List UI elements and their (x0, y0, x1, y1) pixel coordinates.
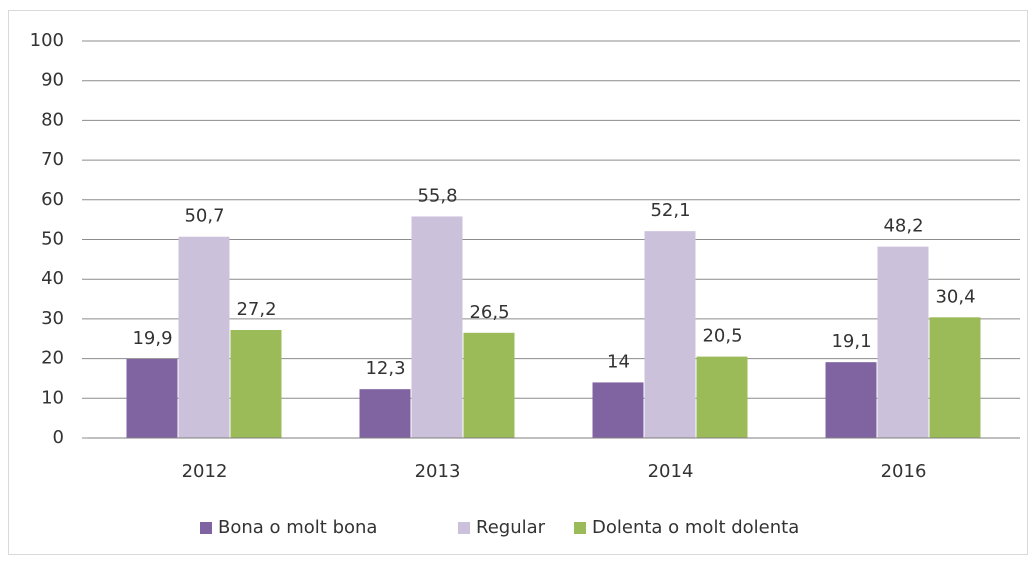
legend-swatch (200, 522, 212, 534)
x-tick-label: 2012 (182, 461, 228, 482)
bar (411, 216, 463, 438)
bar (644, 231, 696, 438)
bar (929, 317, 981, 438)
data-label: 12,3 (365, 358, 405, 379)
chart-border (8, 10, 1028, 555)
y-tick-label: 20 (41, 348, 64, 369)
y-tick-label: 50 (41, 229, 64, 250)
data-label: 19,1 (831, 331, 871, 352)
data-label: 27,2 (236, 299, 276, 320)
y-tick-label: 40 (41, 268, 64, 289)
bar (230, 330, 282, 438)
legend-swatch (458, 522, 470, 534)
bar (592, 382, 644, 438)
legend-label: Regular (476, 517, 546, 538)
data-label: 30,4 (935, 286, 975, 307)
bar (825, 362, 877, 438)
x-tick-label: 2014 (648, 461, 694, 482)
data-label: 50,7 (184, 206, 224, 227)
data-label: 20,5 (702, 326, 742, 347)
bar (877, 246, 929, 438)
legend-label: Dolenta o molt dolenta (592, 517, 799, 538)
data-label: 26,5 (469, 302, 509, 323)
bar (178, 236, 230, 438)
y-tick-label: 90 (41, 70, 64, 91)
bar (463, 332, 515, 438)
y-tick-label: 80 (41, 109, 64, 130)
y-tick-label: 0 (53, 427, 64, 448)
data-label: 55,8 (417, 185, 457, 206)
data-label: 19,9 (132, 328, 172, 349)
y-tick-label: 30 (41, 308, 64, 329)
y-tick-label: 60 (41, 189, 64, 210)
data-label: 52,1 (650, 200, 690, 221)
data-label: 48,2 (883, 216, 923, 237)
x-tick-label: 2016 (881, 461, 927, 482)
legend-label: Bona o molt bona (218, 517, 377, 538)
y-tick-label: 70 (41, 149, 64, 170)
bar (359, 389, 411, 438)
bar (696, 356, 748, 438)
legend-swatch (574, 522, 586, 534)
y-tick-label: 100 (30, 30, 64, 51)
data-label: 14 (607, 351, 630, 372)
y-tick-label: 10 (41, 387, 64, 408)
x-tick-label: 2013 (415, 461, 461, 482)
bar (126, 358, 178, 438)
